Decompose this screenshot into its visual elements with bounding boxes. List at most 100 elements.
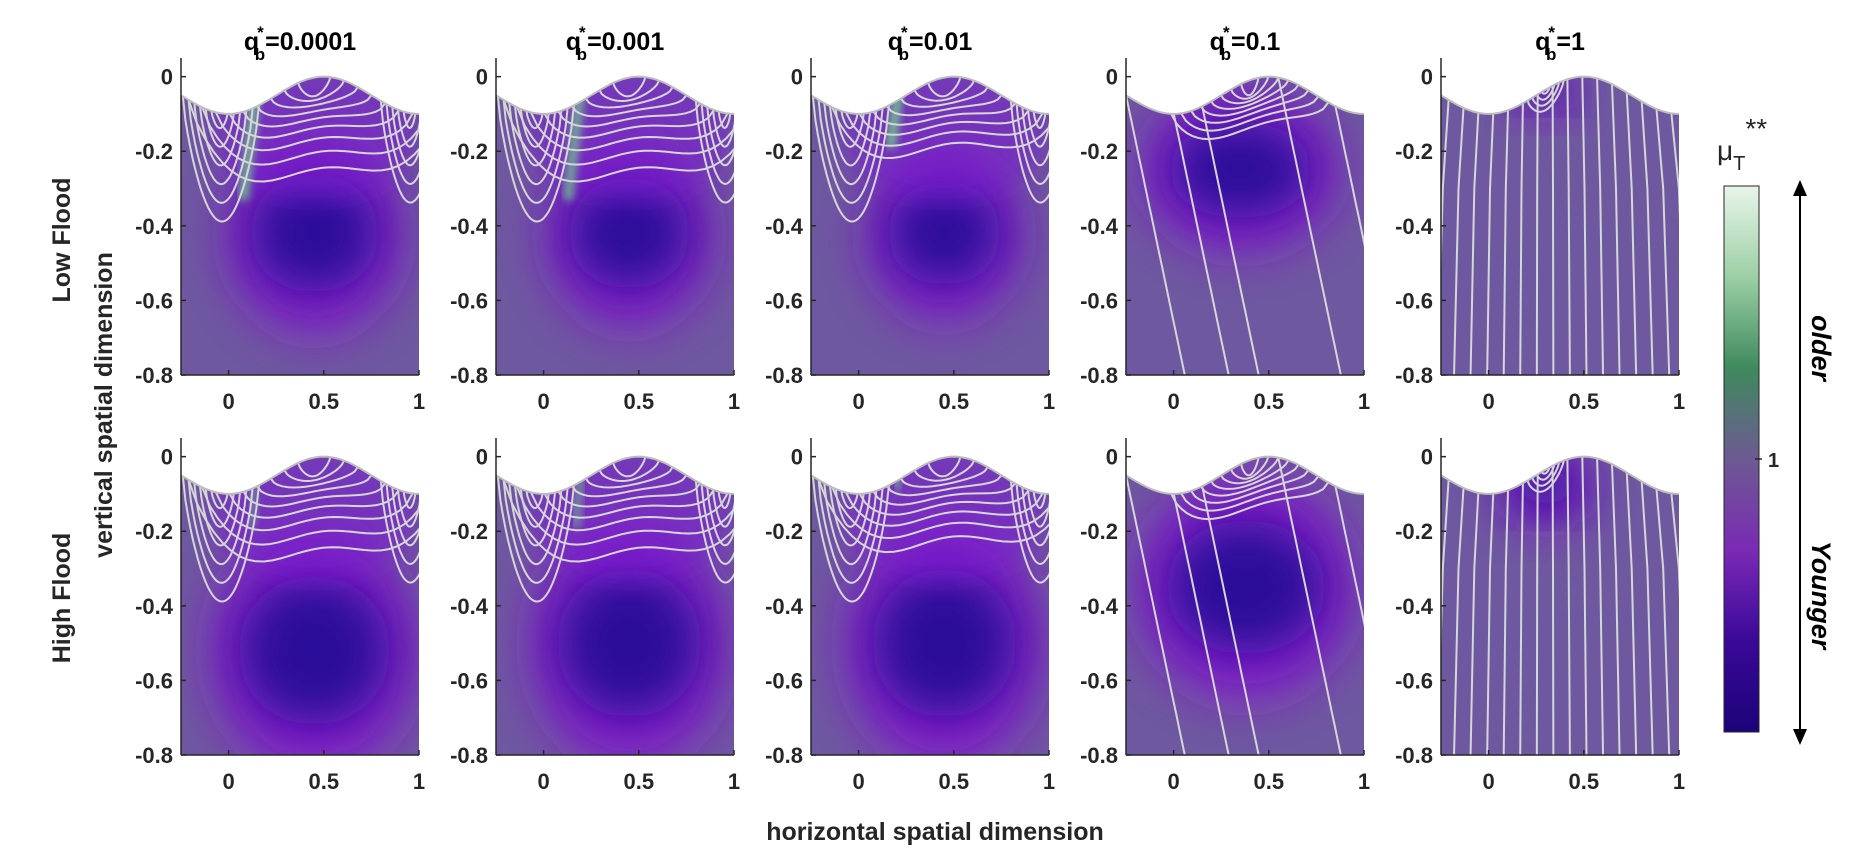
surface-outline	[495, 75, 735, 115]
x-tick-label: 1	[728, 769, 740, 794]
y-tick-label: -0.2	[765, 139, 803, 164]
streamline	[817, 99, 884, 204]
streamline	[858, 109, 1030, 136]
regional-streamline	[1277, 77, 1346, 375]
streamline	[1021, 107, 1049, 167]
title-value: =0.0001	[265, 28, 356, 56]
streamline	[831, 486, 1049, 540]
y-tick-label: -0.4	[135, 214, 174, 239]
streamline	[502, 479, 569, 584]
age-label-older: older	[1806, 315, 1836, 383]
streamline	[502, 99, 569, 204]
y-tick-label: -0.2	[450, 519, 488, 544]
streamline	[187, 479, 254, 584]
x-tick-label: 0	[1482, 769, 1494, 794]
streamline	[927, 76, 962, 98]
x-tick-label: 0.5	[939, 389, 970, 414]
title-sup: *	[901, 23, 908, 42]
y-axis-label: vertical spatial dimension	[90, 252, 118, 558]
panel-r2-c1: 0 -0.2 -0.4 -0.6 -0.8 0 0.5 1	[135, 438, 425, 794]
streamline	[181, 476, 260, 603]
streamline	[1015, 104, 1049, 185]
surface-outline	[495, 455, 735, 495]
streamline	[811, 476, 890, 603]
y-tick-label: -0.2	[135, 139, 173, 164]
streamline	[391, 487, 419, 547]
title-sub: b	[1546, 45, 1556, 64]
vertical-streamline	[1625, 92, 1638, 375]
panel-field	[1441, 76, 1679, 375]
streamline	[204, 488, 235, 528]
vertical-streamline	[1566, 459, 1571, 755]
y-tick-label: -0.6	[765, 288, 803, 313]
streamline	[525, 110, 544, 130]
x-tick-label: 0	[222, 389, 234, 414]
title-sup: *	[579, 23, 586, 42]
age-arrow-head-up	[1793, 180, 1807, 196]
title-sub: b	[577, 45, 587, 64]
x-tick-label: 1	[728, 389, 740, 414]
y-tick-label: -0.8	[1395, 363, 1433, 388]
x-tick-label: 1	[1673, 769, 1685, 794]
streamline	[1032, 491, 1047, 510]
y-tick-label: -0.8	[135, 363, 173, 388]
colorbar-label-sub: T	[1733, 153, 1745, 175]
y-tick-label: -0.6	[135, 288, 173, 313]
y-tick-label: -0.6	[135, 668, 173, 693]
streamline	[612, 76, 647, 98]
streamline	[1190, 89, 1310, 124]
y-tick-label: -0.6	[765, 668, 803, 693]
column-title-5: q* b=1	[1535, 23, 1585, 64]
streamline	[1009, 481, 1049, 584]
streamline	[872, 102, 1016, 126]
x-tick-label: 0.5	[624, 389, 655, 414]
upper-violet	[209, 456, 419, 580]
streamline	[1015, 484, 1049, 565]
streamline	[270, 86, 359, 109]
title-value: =1	[1556, 28, 1585, 56]
age-label-younger: Younger	[1806, 541, 1836, 651]
local-streamline	[1541, 467, 1551, 475]
y-tick-label: -0.2	[450, 139, 488, 164]
y-tick-label: -0.4	[135, 594, 174, 619]
y-tick-label: 0	[1421, 445, 1433, 470]
streamline	[886, 474, 1003, 497]
column-title-4: q* b=0.1	[1210, 23, 1281, 64]
regional-streamline	[1334, 486, 1364, 755]
regional-streamline	[1277, 457, 1346, 755]
panel-field	[1126, 456, 1364, 755]
vertical-streamline	[1640, 101, 1655, 375]
streamline	[927, 456, 962, 478]
streamline	[210, 110, 229, 130]
vertical-streamline	[1551, 85, 1555, 375]
streamline	[1240, 77, 1260, 97]
surface-outline	[180, 455, 420, 495]
streamlines	[1126, 456, 1364, 755]
streamline	[193, 483, 248, 566]
vertical-streamline	[1441, 479, 1450, 755]
streamline	[530, 111, 729, 152]
x-tick-label: 0	[852, 389, 864, 414]
streamline	[530, 491, 729, 532]
panel-r1-c3: 0 -0.2 -0.4 -0.6 -0.8 0 0.5 1	[765, 58, 1055, 414]
streamlines	[496, 456, 734, 603]
colorbar-label-base: μ	[1717, 135, 1733, 166]
streamline	[571, 94, 688, 118]
streamline	[845, 111, 1044, 147]
streamline	[402, 111, 417, 130]
x-tick-label: 0	[1482, 389, 1494, 414]
vertical-streamline	[1535, 474, 1539, 755]
vertical-streamline	[1611, 84, 1621, 375]
streamline	[270, 466, 359, 489]
y-tick-label: -0.6	[450, 288, 488, 313]
vertical-streamline	[1655, 108, 1671, 375]
title-sup: *	[1548, 23, 1555, 42]
x-tick-label: 0	[537, 769, 549, 794]
streamline	[297, 456, 332, 478]
streamline	[1230, 456, 1270, 480]
panel-field	[1441, 456, 1679, 755]
column-title-3: q* b=0.01	[888, 23, 973, 64]
streamline	[496, 96, 575, 223]
colorbar-bar	[1723, 185, 1760, 733]
vertical-streamline	[1670, 493, 1679, 755]
